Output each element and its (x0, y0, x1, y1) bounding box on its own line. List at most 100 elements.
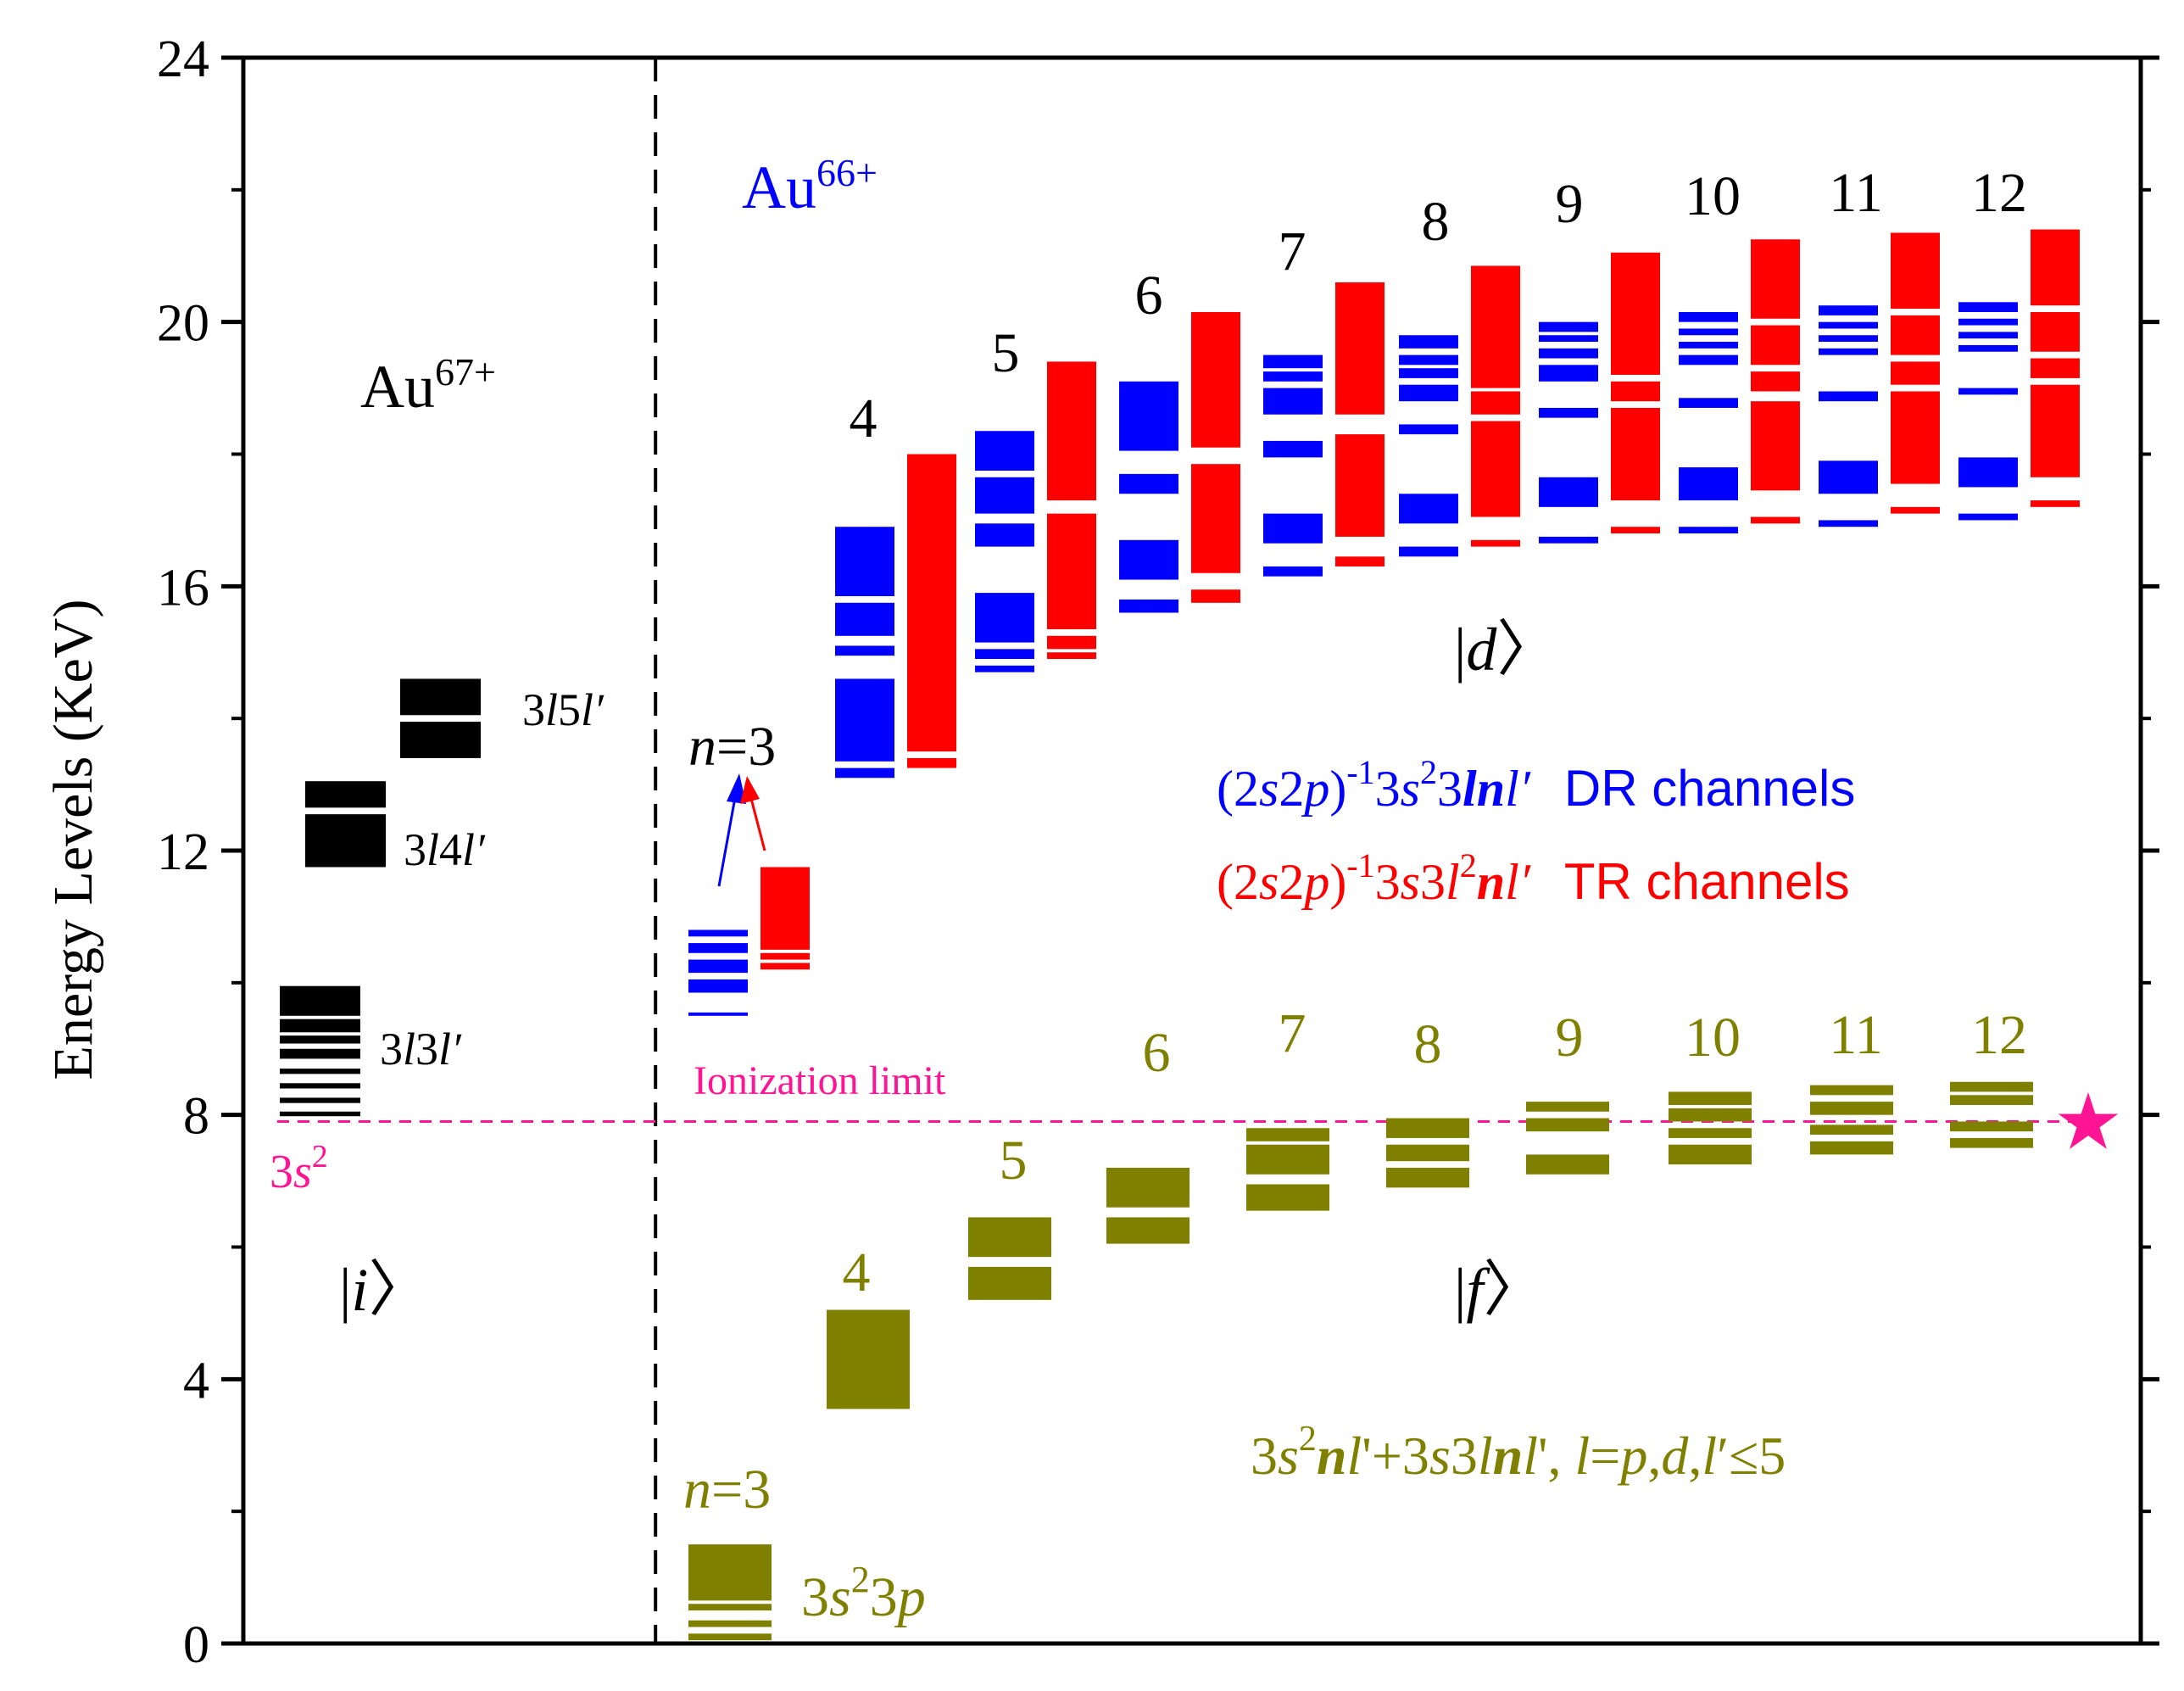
y-tick-label: 20 (157, 295, 209, 353)
initial-level-band (280, 985, 360, 1016)
tr-level-band (1751, 371, 1800, 392)
dr-level-band (1819, 460, 1878, 494)
dr-level-band (1958, 302, 2018, 312)
tr-level-band (760, 963, 810, 970)
final-level-band (1810, 1102, 1893, 1115)
dr-level-band (975, 523, 1034, 547)
final-n-label: 7 (1279, 1002, 1306, 1064)
initial-level-band (400, 722, 481, 758)
config-label-3l5l: 3l5l′ (522, 684, 604, 735)
upper-n-label: 6 (1135, 265, 1163, 326)
final-level-band (1526, 1154, 1609, 1175)
initial-level-band (280, 1035, 360, 1044)
dr-level-band (1399, 368, 1458, 378)
final-level-band (1810, 1125, 1893, 1136)
tr-level-band (1751, 401, 1800, 491)
initial-level-band (280, 1069, 360, 1074)
upper-n-label: 9 (1556, 173, 1584, 235)
final-level-band (1246, 1184, 1329, 1211)
final-level-band (1106, 1168, 1190, 1208)
final-n3-label: n=3 (683, 1459, 771, 1521)
dr-level-band (1958, 344, 2018, 352)
final-level-band (1669, 1128, 1752, 1138)
recombined-ion-header: Au66+ (742, 151, 878, 221)
dr-arrowhead-icon (727, 773, 746, 804)
final-level-band (688, 1620, 772, 1627)
tr-level-band (1191, 464, 1240, 573)
tr-level-band (1335, 282, 1384, 415)
tr-transition-arrow (749, 795, 766, 851)
dr-level-band (1399, 424, 1458, 435)
star-marker-icon: ★ (2053, 1076, 2123, 1167)
tr-level-band (1471, 391, 1520, 415)
final-level-band (1526, 1102, 1609, 1112)
final-level-band (968, 1266, 1051, 1300)
tr-level-band (1751, 516, 1800, 524)
dr-level-band (975, 477, 1034, 514)
initial-ion-header: Au67+ (360, 350, 496, 421)
tr-level-band (760, 867, 810, 950)
final-level-band (688, 1633, 772, 1641)
upper-n-label: 5 (992, 322, 1020, 384)
dr-transition-arrow (717, 792, 738, 887)
dr-level-band (688, 929, 748, 937)
dr-level-band (1819, 321, 1878, 329)
tr-level-band (907, 454, 956, 752)
dr-level-band (1539, 348, 1598, 359)
dr-level-band (1679, 354, 1738, 366)
dr-level-band (1399, 354, 1458, 366)
dr-level-band (1119, 381, 1178, 451)
doubly-excited-state-ket: |d〉 (1454, 616, 1557, 684)
dr-level-band (1539, 321, 1598, 332)
tr-level-band (1611, 407, 1660, 501)
dr-level-band (1679, 311, 1738, 322)
dr-level-band (1399, 384, 1458, 402)
tr-level-band (1335, 434, 1384, 537)
initial-state-ket: |i〉 (339, 1256, 429, 1324)
upper-n-label: 10 (1685, 165, 1741, 227)
tr-level-band (1891, 361, 1940, 385)
dr-level-band (1679, 467, 1738, 501)
final-level-band (827, 1309, 910, 1409)
tr-level-band (2031, 500, 2080, 507)
dr-level-band (1539, 536, 1598, 544)
tr-level-band (1611, 527, 1660, 533)
upper-n-label: 4 (850, 388, 878, 449)
plot-frame (241, 55, 2143, 1646)
dr-level-band (1819, 305, 1878, 315)
tr-level-band (2031, 358, 2080, 378)
tr-level-band (1891, 232, 1940, 310)
dr-level-band (1679, 328, 1738, 336)
final-n-label: 4 (843, 1242, 871, 1303)
tr-level-band (1047, 635, 1096, 650)
tr-level-band (1191, 311, 1240, 448)
final-level-band (1950, 1095, 2033, 1105)
dr-level-band (1399, 335, 1458, 349)
plot-border (241, 55, 2143, 1646)
initial-level-band (305, 781, 386, 808)
initial-level-band (280, 1111, 360, 1117)
tr-level-band (1047, 361, 1096, 501)
final-level-band (1669, 1091, 1752, 1105)
final-level-band (1669, 1144, 1752, 1165)
final-n-label: 8 (1414, 1013, 1442, 1075)
upper-n-label: 11 (1829, 162, 1883, 224)
transition-arrows (717, 773, 766, 887)
y-tick-label: 8 (183, 1088, 209, 1146)
tr-level-band (760, 952, 810, 960)
dr-level-band (835, 527, 894, 597)
final-level-band (1950, 1121, 2033, 1132)
upper-n-label: 7 (1279, 220, 1306, 282)
final-level-band (1526, 1118, 1609, 1132)
final-3s23p-label: 3s23p (801, 1559, 926, 1628)
legend-tr-channels: (2s2p)-13s3l2nl′ TR channels (1217, 846, 1850, 910)
dr-level-band (1119, 539, 1178, 580)
dr-level-band (1819, 335, 1878, 343)
energy-bands (280, 229, 2080, 1641)
final-level-band (1810, 1085, 1893, 1096)
final-level-band (1246, 1144, 1329, 1175)
initial-level-band (280, 1083, 360, 1089)
initial-level-band (305, 814, 386, 868)
dr-level-band (1119, 599, 1178, 613)
